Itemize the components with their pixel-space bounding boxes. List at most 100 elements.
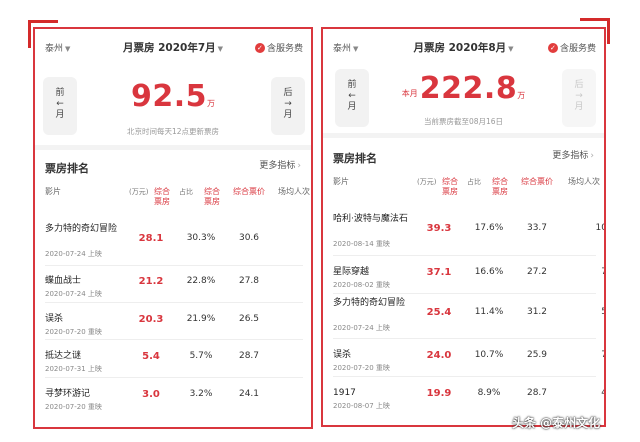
section-divider [35,145,311,150]
next-label-bottom: 月 [574,102,584,112]
col-avg[interactable]: 场均人次 [278,187,310,196]
col-price[interactable]: 综合票价 [233,187,265,196]
col-gross-label: 综合票房 [442,177,458,196]
city-label: 泰州 [45,44,64,54]
release-date: 2020-08-14 重映 [333,240,390,248]
next-month-button[interactable]: 后 → 月 [562,69,596,127]
month-title: 月票房 2020年8月 [413,42,507,54]
price-value: 30.6 [238,233,260,243]
chevron-right-icon: › [297,161,301,171]
row-divider [45,302,303,303]
monthly-total-unit: 万 [207,99,216,108]
release-date: 2020-07-24 上映 [45,290,102,298]
price-value: 33.7 [526,223,548,233]
monthly-total-value: 92.5 [130,79,208,114]
avg-value: 7 [291,276,311,286]
row-divider [45,377,303,378]
next-label-top: 后 [283,88,293,98]
share-value: 8.9% [477,388,501,398]
price-value: 28.7 [238,351,260,361]
month-title: 月票房 2020年7月 [122,42,216,54]
next-label-bottom: 月 [283,110,293,120]
service-fee-toggle[interactable]: ✓ 含服务费 [547,41,596,54]
release-date: 2020-08-02 重映 [333,281,390,289]
more-metrics-link[interactable]: 更多指标 › [259,158,301,171]
gross-value: 21.2 [138,276,164,287]
ranking-title: 票房排名 [333,152,377,165]
ranking-header: 票房排名 更多指标 › [45,157,301,175]
avg-value: 4 [581,388,604,398]
monthly-total-unit: 万 [517,91,526,100]
table-header: 影片 综合票房 (万元) 综合票房 占比 综合票价 场均人次 [45,187,310,211]
share-value: 21.9% [186,314,216,324]
caret-down-icon: ▼ [217,45,224,53]
prev-month-button[interactable]: 前 ← 月 [43,77,77,135]
service-fee-toggle[interactable]: ✓ 含服务费 [254,41,303,54]
avg-value: 10 [595,223,606,233]
film-name: 抵达之谜 [45,351,82,361]
prev-label-top: 前 [55,88,65,98]
row-divider [333,376,596,377]
next-label-top: 后 [574,80,584,90]
row-divider [45,339,303,340]
price-value: 27.2 [526,267,548,277]
prev-label-bottom: 月 [55,110,65,120]
release-date: 2020-07-24 上映 [333,324,390,332]
month-selector[interactable]: 月票房 2020年8月 ▼ [323,40,604,55]
city-selector[interactable]: 泰州 ▼ [333,41,358,54]
share-value: 5.7% [189,351,213,361]
august-box-office-panel: 泰州 ▼ 月票房 2020年8月 ▼ ✓ 含服务费 前 ← 月 本月222.8万 后 … [321,27,606,427]
share-value: 17.6% [474,223,504,233]
gross-value: 28.1 [138,233,164,244]
price-value: 31.2 [526,307,548,317]
film-name: 蝶血战士 [45,276,82,286]
prev-month-button[interactable]: 前 ← 月 [335,69,369,127]
film-name: 星际穿越 [333,267,370,277]
film-name: 误杀 [333,350,352,360]
update-note: 北京时间每天12点更新票房 [126,127,220,136]
gross-value: 37.1 [426,267,452,278]
city-selector[interactable]: 泰州 ▼ [45,41,70,54]
next-month-button[interactable]: 后 → 月 [271,77,305,135]
gross-value: 19.9 [426,388,452,399]
release-date: 2020-07-20 重映 [333,364,390,372]
film-name: 1917 [333,388,356,398]
frame-corner-right [580,18,610,44]
service-fee-label: 含服务费 [266,44,303,54]
table-header: 影片 综合票房 (万元) 综合票房 占比 综合票价 场均人次 [333,177,600,201]
price-value: 26.5 [238,314,260,324]
col-film: 影片 [333,177,349,186]
gross-value: 20.3 [138,314,164,325]
col-avg[interactable]: 场均人次 [568,177,600,186]
check-circle-icon: ✓ [254,42,265,53]
section-divider [323,133,604,138]
col-share-label: 综合票房 [492,177,508,196]
gross-value: 25.4 [426,307,452,318]
col-price[interactable]: 综合票价 [521,177,553,186]
col-share-sub: 占比 [467,178,481,186]
row-divider [333,293,596,294]
release-date: 2020-08-07 上映 [333,402,390,410]
month-selector[interactable]: 月票房 2020年7月 ▼ [35,40,311,55]
arrow-left-icon: ← [348,91,356,101]
price-value: 25.9 [526,350,548,360]
arrow-left-icon: ← [56,99,64,109]
release-date: 2020-07-31 上映 [45,365,102,373]
caret-down-icon: ▼ [508,45,514,53]
share-value: 10.7% [474,350,504,360]
col-share-sub: 占比 [179,188,193,196]
avg-value: 8 [291,351,311,361]
more-metrics-link[interactable]: 更多指标 › [552,148,594,161]
monthly-total-value: 222.8 [419,71,518,106]
avg-value: 5 [581,307,604,317]
release-date: 2020-07-20 重映 [45,403,102,411]
caret-down-icon: ▼ [65,45,71,53]
prev-label-bottom: 月 [347,102,357,112]
july-box-office-panel: 泰州 ▼ 月票房 2020年7月 ▼ ✓ 含服务费 前 ← 月 92.5万 后 → 月… [33,27,313,429]
avg-value: 7 [581,267,604,277]
row-divider [333,255,596,256]
release-date: 2020-07-20 重映 [45,328,102,336]
panel-header: 泰州 ▼ 月票房 2020年7月 ▼ ✓ 含服务费 [35,37,311,57]
update-note: 当前票房截至08月16日 [423,117,504,126]
monthly-total-prefix: 本月 [401,89,418,98]
